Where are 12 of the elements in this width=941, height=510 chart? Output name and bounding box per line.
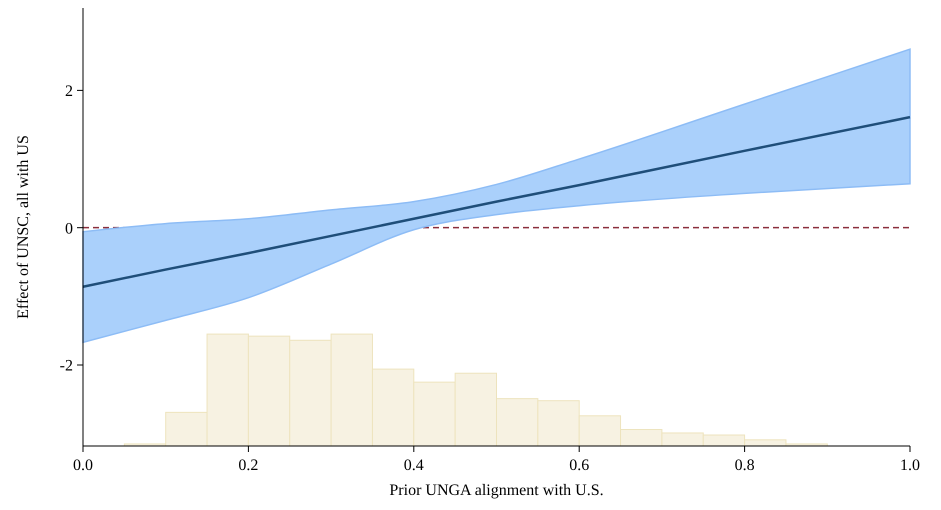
x-axis-title: Prior UNGA alignment with U.S.	[389, 482, 604, 499]
x-tick-label: 0.6	[569, 457, 590, 474]
x-tick-label: 0.0	[73, 457, 93, 474]
x-tick-label: 0.4	[404, 457, 424, 474]
x-tick-label: 1.0	[900, 457, 920, 474]
y-tick-label: -2	[60, 358, 73, 375]
x-tick-label: 0.8	[734, 457, 755, 474]
y-axis-title: Effect of UNSC, all with US	[15, 135, 32, 319]
y-tick-label: 0	[65, 220, 73, 238]
y-tick-label: 2	[65, 82, 73, 100]
line-series	[82, 116, 912, 288]
x-tick-label: 0.2	[238, 457, 258, 474]
